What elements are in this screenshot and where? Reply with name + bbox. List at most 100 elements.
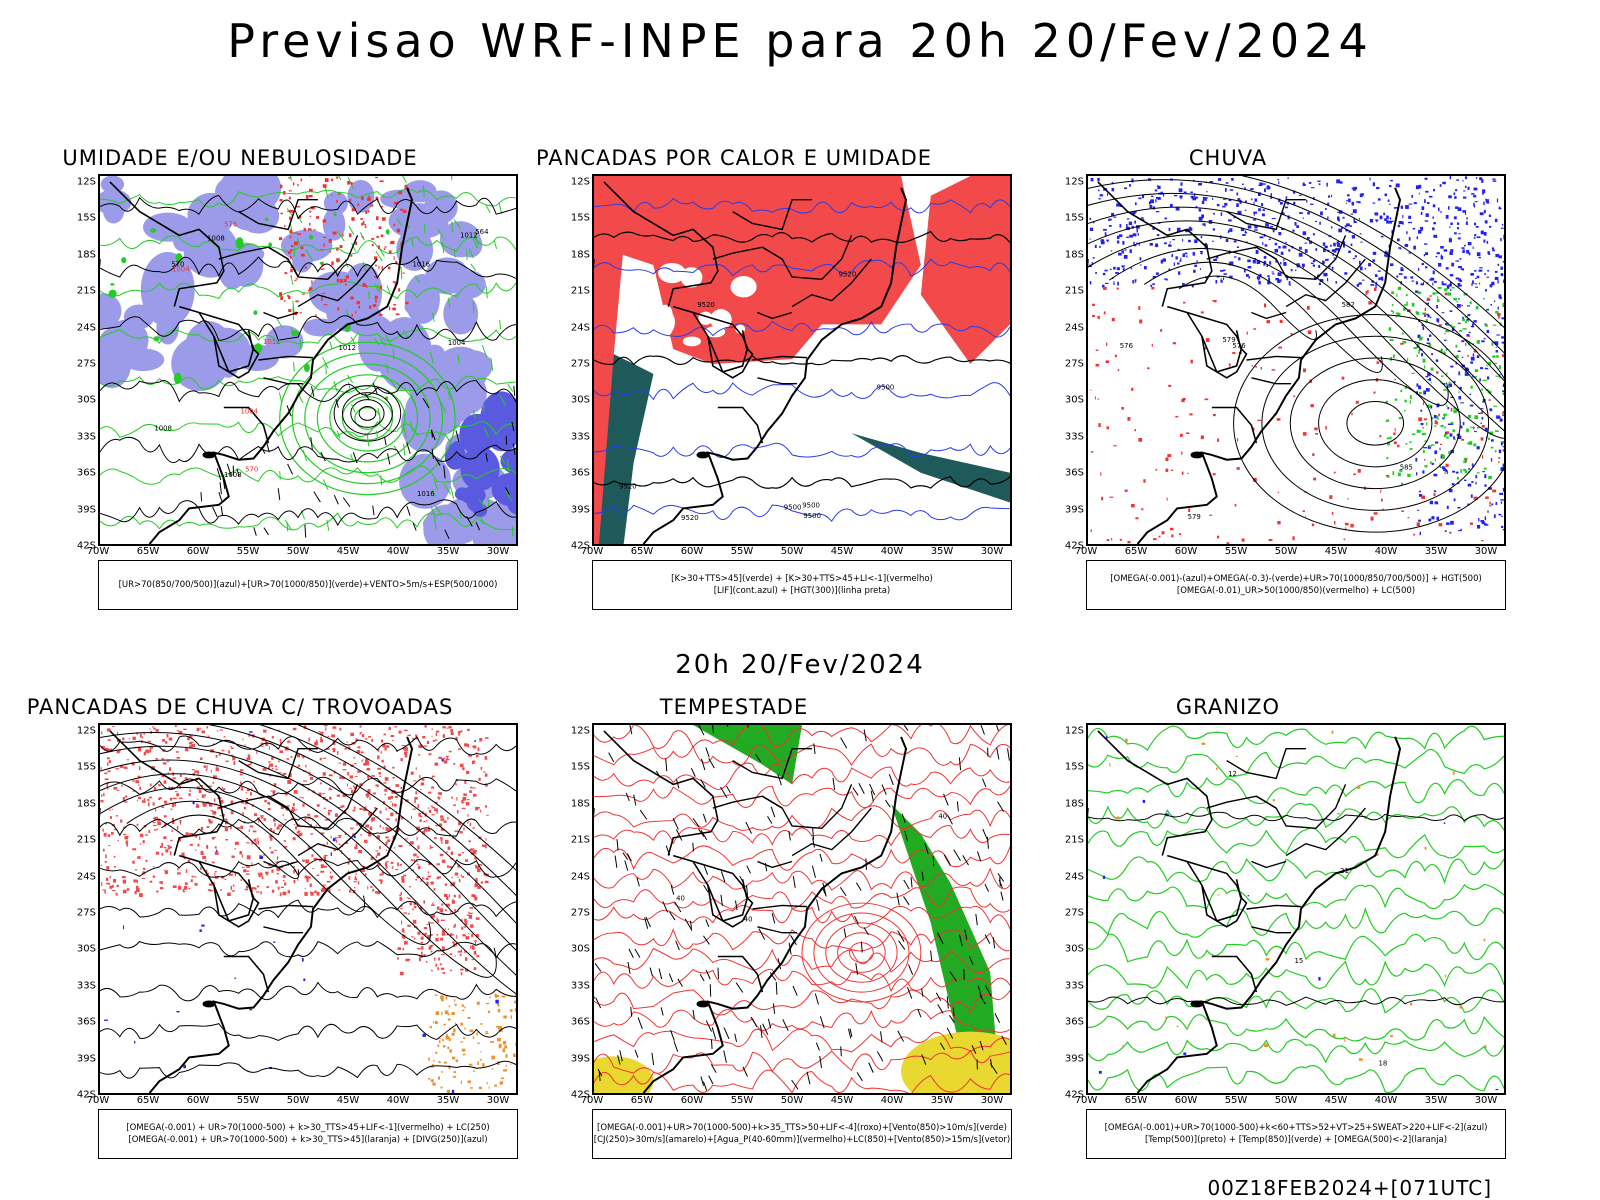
field-speck <box>454 923 456 928</box>
field-speck <box>436 906 440 910</box>
field-speck <box>368 812 372 816</box>
wind-vector <box>819 1016 825 1029</box>
field-speck <box>384 862 388 867</box>
field-speck <box>435 1011 440 1016</box>
field-speck <box>1411 372 1415 374</box>
field-speck <box>1445 522 1450 525</box>
field-speck <box>1434 458 1436 462</box>
field-speck <box>132 790 135 792</box>
field-speck <box>453 925 455 928</box>
field-speck <box>1456 304 1461 308</box>
field-speck <box>328 238 332 243</box>
field-speck <box>401 920 403 925</box>
field-speck <box>1264 1043 1268 1047</box>
field-speck <box>140 833 144 838</box>
field-speck <box>1503 279 1504 283</box>
field-speck <box>440 837 443 842</box>
field-speck <box>139 893 143 898</box>
field-speck <box>1251 198 1253 201</box>
field-speck <box>285 758 289 760</box>
field-speck <box>384 747 387 751</box>
field-speck <box>1343 538 1346 541</box>
field-speck <box>497 1025 502 1029</box>
field-speck <box>1471 193 1475 195</box>
field-speck <box>336 794 340 797</box>
field-speck <box>1368 301 1373 305</box>
wind-vector <box>435 505 442 516</box>
field-speck <box>143 732 145 735</box>
field-speck <box>1446 436 1449 439</box>
field-speck <box>412 737 414 742</box>
field-speck <box>101 731 103 735</box>
contour-value-label: 9500 <box>802 502 820 510</box>
field-speck <box>1433 188 1435 192</box>
legend-line: [CJ(250)>30m/s](amarelo)+[Agua_P(40-60mm… <box>593 1135 1011 1145</box>
field-speck <box>1488 361 1492 366</box>
wind-vector <box>475 522 481 531</box>
field-speck <box>464 957 468 961</box>
longitude-tick-label: 60W <box>1174 1095 1198 1106</box>
field-speck <box>1228 219 1232 222</box>
field-speck <box>1267 281 1271 285</box>
field-speck <box>104 747 108 751</box>
field-speck <box>362 759 364 761</box>
field-speck <box>1423 390 1427 395</box>
field-speck <box>292 727 297 731</box>
wind-vector <box>997 873 1005 882</box>
field-speck <box>442 1038 444 1042</box>
wind-vector <box>377 408 381 421</box>
field-speck <box>1270 197 1273 199</box>
field-speck <box>206 765 208 770</box>
field-speck <box>448 726 452 729</box>
field-speck <box>1115 271 1119 274</box>
field-speck <box>272 830 275 833</box>
longitude-tick-label: 70W <box>1074 1095 1098 1106</box>
field-speck <box>101 745 105 749</box>
field-speck <box>1427 314 1430 318</box>
longitude-axis: 70W 65W 60W 55W 50W 45W 40W 35W 30W <box>87 546 518 560</box>
field-speck <box>1111 181 1114 185</box>
field-speck <box>320 738 324 743</box>
field-speck <box>1418 490 1421 493</box>
field-speck <box>1485 289 1487 292</box>
field-speck <box>1102 875 1106 879</box>
field-speck <box>370 204 374 207</box>
field-speck <box>1125 738 1128 743</box>
field-speck <box>339 245 343 249</box>
field-speck <box>210 810 213 812</box>
contour-line <box>594 476 1010 489</box>
field-speck <box>117 749 121 752</box>
field-speck <box>280 212 283 215</box>
field-speck <box>1456 227 1460 230</box>
field-speck <box>1324 245 1328 249</box>
field-speck <box>1466 249 1470 254</box>
field-speck <box>1270 193 1272 197</box>
field-speck <box>440 967 445 970</box>
field-speck <box>1425 190 1429 193</box>
field-speck <box>212 743 215 746</box>
field-speck <box>120 765 124 768</box>
field-speck <box>1466 428 1469 433</box>
latitude-axis: 12S 15S 18S 21S 24S 27S 30S 33S 36S 39S 42S <box>564 723 590 1101</box>
field-speck <box>308 737 310 742</box>
field-speck <box>300 246 304 250</box>
field-blob <box>319 261 325 265</box>
field-speck <box>1349 225 1353 227</box>
field-speck <box>1346 223 1350 227</box>
field-speck <box>1126 223 1128 228</box>
field-speck <box>292 803 295 806</box>
field-speck <box>109 885 112 889</box>
wind-vector <box>939 1042 945 1051</box>
wind-vector <box>412 522 417 531</box>
wind-vector <box>383 436 387 446</box>
wind-vector <box>672 817 679 830</box>
field-speck <box>1498 461 1500 464</box>
wind-vector <box>897 930 905 942</box>
field-speck <box>258 873 261 878</box>
field-speck <box>336 199 338 203</box>
field-speck <box>1172 342 1176 345</box>
field-speck <box>430 933 433 936</box>
field-speck <box>1476 472 1480 474</box>
field-speck <box>443 1045 446 1048</box>
field-speck <box>324 854 328 857</box>
